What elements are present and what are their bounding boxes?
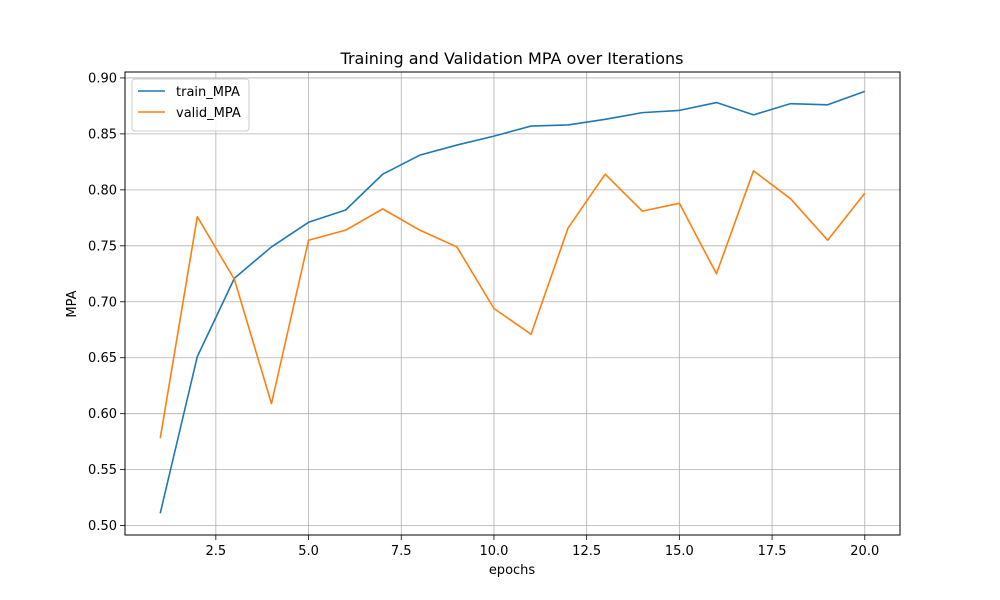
legend-label-train_MPA: train_MPA [176,85,240,100]
legend-label-valid_MPA: valid_MPA [176,106,241,121]
plot-frame [124,71,901,536]
y-tick-label: 0.80 [88,183,117,198]
x-tick-label: 5.0 [298,544,319,559]
x-tick-label: 12.5 [572,544,601,559]
series-line-valid_MPA [159,170,866,439]
x-axis-ticks: 2.5 5.0 7.5 10.0 12.5 15.0 17.5 20.0 [206,535,879,559]
x-tick-label: 15.0 [665,544,694,559]
y-tick-label: 0.85 [88,127,117,142]
y-tick-label: 0.50 [88,519,117,534]
y-tick-label: 0.55 [88,463,117,478]
legend: train_MPA valid_MPA [131,78,250,132]
chart-title: Training and Validation MPA over Iterati… [340,49,684,68]
y-tick-label: 0.70 [88,295,117,310]
x-tick-label: 10.0 [479,544,508,559]
y-axis-label: MPA [65,290,80,317]
y-tick-label: 0.90 [88,71,117,86]
legend-box [131,78,250,132]
y-tick-label: 0.60 [88,407,117,422]
x-tick-label: 7.5 [391,544,412,559]
x-axis-label: epochs [489,563,536,578]
x-tick-label: 17.5 [758,544,787,559]
y-axis-ticks: 0.50 0.55 0.60 0.65 0.70 0.75 0.80 0.85 0.90 [88,71,125,534]
y-tick-label: 0.65 [88,351,117,366]
series-line-train_MPA [159,90,866,514]
x-tick-label: 2.5 [206,544,227,559]
grid [125,72,900,535]
y-tick-label: 0.75 [88,239,117,254]
x-tick-label: 20.0 [850,544,879,559]
series-lines [159,90,866,514]
